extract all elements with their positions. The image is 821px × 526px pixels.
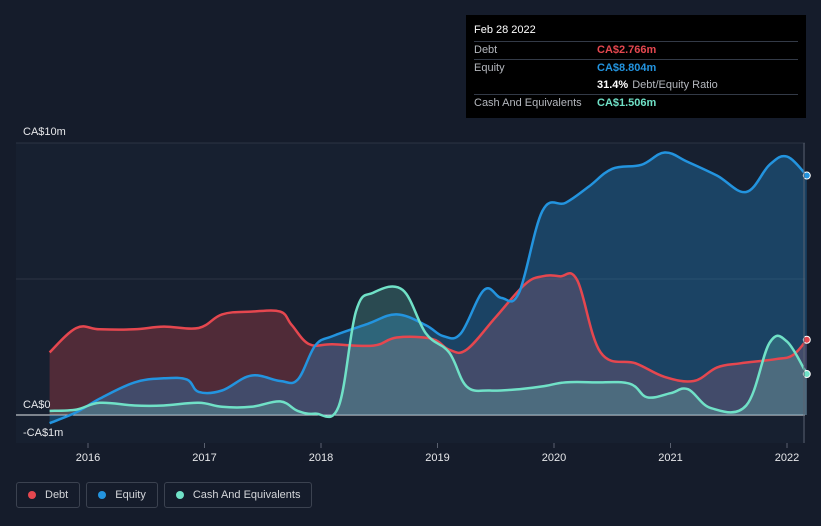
legend-item-cash[interactable]: Cash And Equivalents <box>163 482 313 508</box>
y-tick-label: CA$10m <box>23 126 66 138</box>
tooltip-equity-row: Equity CA$8.804m <box>474 59 798 77</box>
legend-label-cash: Cash And Equivalents <box>192 489 301 501</box>
x-tick-label: 2016 <box>76 452 100 464</box>
x-tick-label: 2019 <box>425 452 449 464</box>
tooltip-cash-value: CA$1.506m <box>597 97 657 109</box>
tooltip-date: Feb 28 2022 <box>474 24 536 36</box>
debt-line <box>48 272 808 383</box>
y-tick-label: -CA$1m <box>23 427 63 439</box>
y-axis: CA$10m CA$0 -CA$1m <box>23 126 66 439</box>
legend-item-equity[interactable]: Equity <box>86 482 158 508</box>
chart-area: CA$10m CA$0 -CA$1m 2016 2017 2018 2019 2020 202… <box>16 126 811 464</box>
equity-end-marker <box>802 171 811 180</box>
tooltip-ratio-label: Debt/Equity Ratio <box>632 79 718 91</box>
cash-area <box>49 286 807 417</box>
x-tick-label: 2018 <box>309 452 333 464</box>
equity-line <box>49 151 808 425</box>
legend: Debt Equity Cash And Equivalents <box>16 482 313 508</box>
cash-line <box>49 285 808 419</box>
legend-label-equity: Equity <box>115 489 146 501</box>
x-tick-label: 2017 <box>192 452 216 464</box>
gridlines <box>16 142 805 416</box>
tooltip-cash-row: Cash And Equivalents CA$1.506m <box>474 94 798 112</box>
cash-end-marker <box>802 370 811 379</box>
equity-dot-icon <box>98 491 107 499</box>
legend-label-debt: Debt <box>45 489 69 501</box>
series-lines <box>48 151 808 425</box>
series-end-markers <box>802 171 811 379</box>
tooltip-equity-label: Equity <box>474 62 505 74</box>
tooltip: Feb 28 2022 Debt CA$2.766m Equity CA$8.8… <box>466 15 806 118</box>
legend-item-debt[interactable]: Debt <box>16 482 81 508</box>
x-tick-label: 2022 <box>775 452 799 464</box>
tooltip-ratio-row: 31.4% Debt/Equity Ratio <box>474 77 798 94</box>
cash-dot-icon <box>175 491 184 499</box>
tooltip-ratio-value: 31.4% <box>597 79 629 91</box>
y-tick-label: CA$0 <box>23 399 51 411</box>
tooltip-debt-row: Debt CA$2.766m <box>474 41 798 59</box>
tooltip-ratio-spacer <box>474 77 597 94</box>
equity-area <box>49 152 807 424</box>
debt-end-marker <box>802 335 811 344</box>
x-tick-label: 2021 <box>658 452 682 464</box>
tooltip-cash-label: Cash And Equivalents <box>474 97 582 109</box>
x-axis: 2016 2017 2018 2019 2020 2021 2022 <box>76 443 799 464</box>
debt-dot-icon <box>28 491 36 499</box>
x-tick-label: 2020 <box>542 452 566 464</box>
tooltip-debt-value: CA$2.766m <box>597 44 657 56</box>
tooltip-equity-value: CA$8.804m <box>597 62 657 74</box>
tooltip-debt-label: Debt <box>474 44 498 56</box>
